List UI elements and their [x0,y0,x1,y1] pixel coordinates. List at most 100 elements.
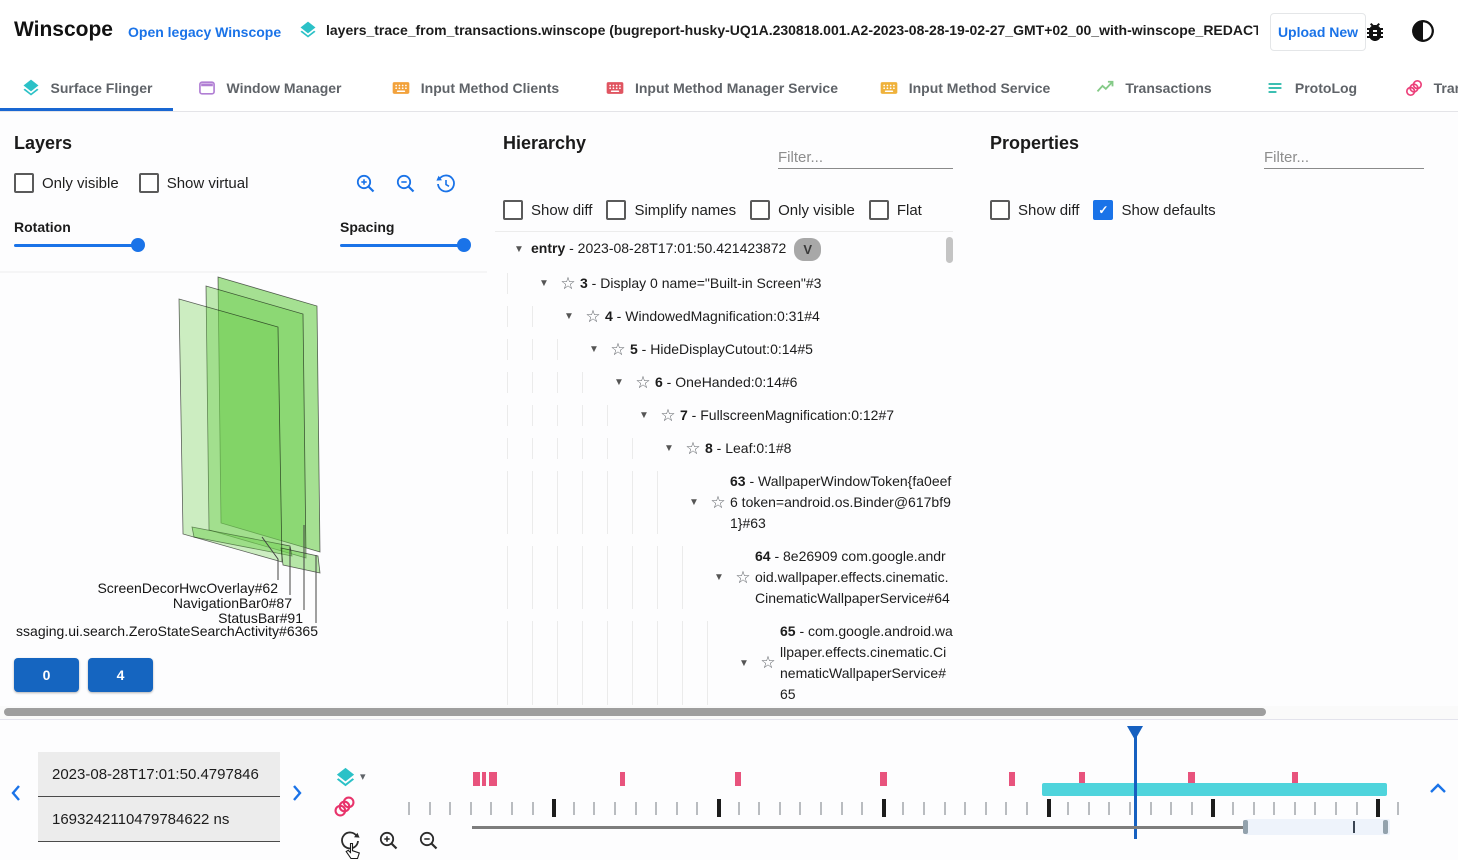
pin-star-icon[interactable]: ☆ [660,405,676,425]
tree-node-63[interactable]: ▼ ☆ 63 - WallpaperWindowToken{fa0eef6 toke… [507,465,953,540]
pin-star-icon[interactable]: ☆ [685,438,701,458]
display-id-button-4[interactable]: 4 [88,658,153,692]
expand-arrow-icon[interactable]: ▼ [714,572,724,583]
show-virtual-checkbox[interactable] [138,173,159,193]
report-bug-icon[interactable] [1363,20,1387,47]
timestamp-human-input[interactable]: 2023-08-28T17:01:50.4797846 [38,752,280,797]
transition-marker[interactable] [1188,772,1195,786]
pin-star-icon[interactable]: ☆ [560,273,576,293]
pin-star-icon[interactable]: ☆ [735,567,751,587]
trace-selector-caret-icon[interactable]: ▾ [360,771,366,783]
tab-input-method-clients[interactable]: Input Method Clients [365,64,585,111]
expand-arrow-icon[interactable]: ▼ [689,497,699,508]
collapse-timeline-icon[interactable] [1428,782,1448,799]
content-scrollbar-thumb[interactable] [4,708,1266,716]
transition-marker[interactable] [489,772,497,786]
properties-filter-input[interactable] [1264,147,1424,169]
ruler-tick [964,802,966,815]
rotation-slider[interactable] [14,238,145,252]
file-name: layers_trace_from_transactions.winscope … [326,22,1258,38]
keyboard-icon [879,78,899,98]
tree-node-7[interactable]: ▼ ☆ 7 - FullscreenMagnification:0:12#7 [507,399,953,432]
timeline-zoom-out-icon[interactable] [418,830,440,855]
next-entry-icon[interactable] [289,782,305,807]
spacing-slider[interactable] [340,238,471,252]
open-legacy-winscope-link[interactable]: Open legacy Winscope [128,24,282,40]
tree-node-3[interactable]: ▼ ☆ 3 - Display 0 name="Built-in Screen"#3 [507,267,953,300]
only-visible-checkbox[interactable] [14,173,34,193]
hierarchy-filter-input[interactable] [778,147,953,169]
tree-node-entry[interactable]: ▼ entry - 2023-08-28T17:01:50.421423872 V [507,232,953,267]
zoom-in-icon[interactable] [355,173,377,198]
tab-transactions[interactable]: Transactions [1071,64,1236,111]
tree-node-8[interactable]: ▼ ☆ 8 - Leaf:0:1#8 [507,432,953,465]
show-defaults-checkbox[interactable]: ✓ [1093,200,1114,220]
transition-marker[interactable] [1009,772,1015,786]
hierarchy-only-visible-checkbox[interactable] [750,200,771,220]
pin-star-icon[interactable]: ☆ [635,372,651,392]
zoom-out-icon[interactable] [395,173,417,198]
transition-marker[interactable] [482,772,486,786]
timeline-surfaceflinger-trace-icon[interactable] [334,766,357,792]
transition-marker[interactable] [1292,772,1298,786]
transition-marker[interactable] [1079,772,1085,786]
tree-node-65[interactable]: ▼ ☆ 65 - com.google.android.wallpaper.effe… [507,615,953,707]
timeline-zoom-in-icon[interactable] [378,830,400,855]
transition-marker[interactable] [620,772,625,786]
transition-marker[interactable] [880,772,887,786]
transition-marker[interactable] [735,772,741,786]
expand-arrow-icon[interactable]: ▼ [639,410,649,421]
timeline-zoom-track[interactable] [472,826,1245,829]
tab-surface-flinger[interactable]: Surface Flinger [0,64,173,111]
expand-arrow-icon[interactable]: ▼ [514,244,524,255]
upload-new-button[interactable]: Upload New [1270,13,1366,51]
tab-input-method-manager-service[interactable]: Input Method Manager Service [585,64,858,111]
pin-star-icon[interactable]: ☆ [585,306,601,326]
expand-arrow-icon[interactable]: ▼ [739,657,749,669]
tree-node-5[interactable]: ▼ ☆ 5 - HideDisplayCutout:0:14#5 [507,333,953,366]
expand-arrow-icon[interactable]: ▼ [589,344,599,355]
layer-rect-front[interactable] [178,298,283,563]
pin-star-icon[interactable]: ☆ [710,492,726,512]
flat-checkbox[interactable] [868,200,889,220]
reset-view-icon[interactable] [435,173,457,198]
rotation-slider-thumb[interactable] [131,238,145,252]
layer-rect-back[interactable] [217,276,321,553]
expand-arrow-icon[interactable]: ▼ [614,377,624,388]
timeline-cursor-line[interactable] [1134,726,1137,839]
ruler-tick [532,802,534,815]
timeline-reset-zoom-icon[interactable] [339,830,361,855]
pin-star-icon[interactable]: ☆ [760,653,776,672]
pin-star-icon[interactable]: ☆ [610,339,626,359]
screen-recording-bar[interactable] [1042,783,1387,796]
timeline-transitions-trace-icon[interactable] [332,794,357,822]
display-id-button-0[interactable]: 0 [14,658,79,692]
hierarchy-scrollbar[interactable] [946,237,953,263]
tab-window-manager[interactable]: Window Manager [173,64,365,111]
layers-icon [298,20,318,40]
tab-transitions[interactable]: Transitions [1386,64,1458,111]
tree-node-6[interactable]: ▼ ☆ 6 - OneHanded:0:14#6 [507,366,953,399]
chart-icon [1095,78,1115,98]
simplify-names-checkbox[interactable] [606,200,627,220]
expand-arrow-icon[interactable]: ▼ [539,278,549,289]
layers-3d-canvas[interactable] [0,265,487,643]
transition-marker[interactable] [473,772,480,786]
dark-mode-toggle-icon[interactable] [1410,18,1436,47]
tab-protolog[interactable]: ProtoLog [1236,64,1386,111]
properties-show-diff-checkbox[interactable] [990,200,1010,220]
hierarchy-show-diff-checkbox[interactable] [503,200,523,220]
tree-node-4[interactable]: ▼ ☆ 4 - WindowedMagnification:0:31#4 [507,300,953,333]
zoom-handle-right[interactable] [1383,820,1388,834]
tab-input-method-service[interactable]: Input Method Service [858,64,1071,111]
prev-entry-icon[interactable] [8,782,24,807]
timeline-zoom-selection[interactable] [1245,819,1390,835]
content-scrollbar-track[interactable] [0,706,1458,720]
timestamp-ns-input[interactable]: 1693242110479784622 ns [38,797,280,842]
spacing-slider-thumb[interactable] [457,238,471,252]
zoom-handle-left[interactable] [1243,820,1248,834]
tab-label: Input Method Manager Service [634,79,839,96]
expand-arrow-icon[interactable]: ▼ [664,443,674,454]
expand-arrow-icon[interactable]: ▼ [564,311,574,322]
tree-node-64[interactable]: ▼ ☆ 64 - 8e26909 com.google.android.wallpa… [507,540,953,615]
